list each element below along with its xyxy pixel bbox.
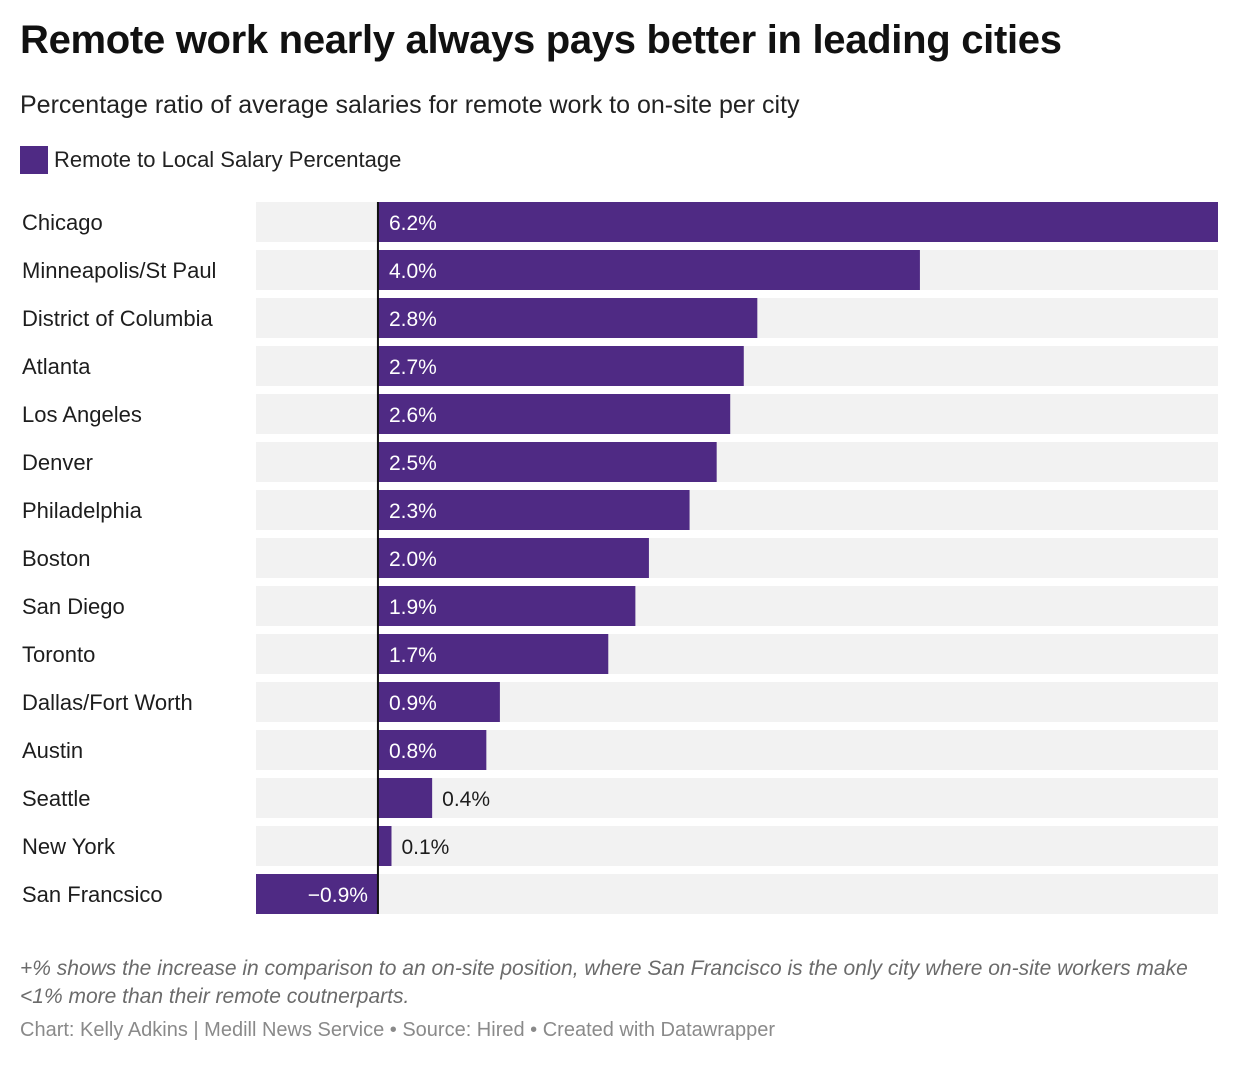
bar: [377, 586, 636, 626]
category-label: Atlanta: [22, 354, 91, 379]
chart-title: Remote work nearly always pays better in…: [20, 18, 1062, 62]
value-label: 0.4%: [442, 788, 490, 811]
value-label: 6.2%: [389, 212, 437, 235]
category-label: Los Angeles: [22, 402, 142, 427]
value-label: 1.9%: [389, 596, 437, 619]
bar: [377, 394, 731, 434]
bar: [377, 682, 500, 722]
category-label: Chicago: [22, 210, 103, 235]
bar: [377, 634, 609, 674]
category-label: Austin: [22, 738, 83, 763]
category-label: Boston: [22, 546, 91, 571]
legend-label: Remote to Local Salary Percentage: [54, 147, 402, 172]
bar: [377, 490, 690, 530]
bar: [377, 442, 717, 482]
category-label: Dallas/Fort Worth: [22, 690, 193, 715]
bar: [377, 298, 758, 338]
chart-footer: Chart: Kelly Adkins | Medill News Servic…: [20, 1019, 776, 1041]
bar: [377, 250, 920, 290]
category-label: Seattle: [22, 786, 91, 811]
value-label: −0.9%: [308, 884, 368, 907]
chart-note: +% shows the increase in comparison to a…: [20, 957, 1188, 1008]
category-label: New York: [22, 834, 116, 859]
value-label: 0.9%: [389, 692, 437, 715]
category-label: Toronto: [22, 642, 95, 667]
value-label: 2.6%: [389, 404, 437, 427]
legend-swatch: [20, 146, 48, 174]
category-label: Denver: [22, 450, 93, 475]
legend: Remote to Local Salary Percentage: [20, 146, 401, 174]
bar: [377, 778, 433, 818]
bar-track: [256, 826, 1218, 866]
value-label: 2.0%: [389, 548, 437, 571]
category-label: District of Columbia: [22, 306, 213, 331]
bar: [256, 874, 378, 914]
bar: [377, 346, 744, 386]
value-label: 2.8%: [389, 308, 437, 331]
category-label: Philadelphia: [22, 498, 143, 523]
bar-chart: Chicago 6.2% Minneapolis/St Paul 4.0% Distri…: [22, 202, 1218, 914]
category-label: San Diego: [22, 594, 125, 619]
category-label: Minneapolis/St Paul: [22, 258, 216, 283]
bar-track: [256, 874, 1218, 914]
chart-subtitle: Percentage ratio of average salaries for…: [20, 91, 800, 119]
value-label: 0.8%: [389, 740, 437, 763]
value-label: 2.5%: [389, 452, 437, 475]
value-label: 4.0%: [389, 260, 437, 283]
bar: [377, 826, 392, 866]
value-label: 2.3%: [389, 500, 437, 523]
bar: [377, 730, 487, 770]
bar: [377, 202, 1218, 242]
value-label: 2.7%: [389, 356, 437, 379]
bar: [377, 538, 649, 578]
value-label: 0.1%: [401, 836, 449, 859]
value-label: 1.7%: [389, 644, 437, 667]
category-label: San Francsico: [22, 882, 163, 907]
